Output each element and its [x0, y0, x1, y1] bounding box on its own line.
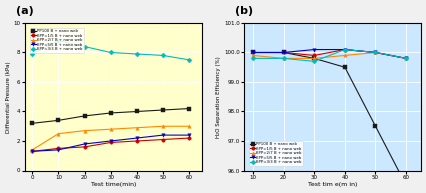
KPP=1/5 B + nano web — [342, 48, 347, 51]
Line: KPP=3/3 B + nano web: KPP=3/3 B + nano web — [31, 39, 190, 62]
KPP=5/5 B + nano web — [250, 51, 255, 54]
KPP=1/5 B + nano web — [250, 51, 255, 54]
PP100 B + nano web — [311, 57, 316, 60]
Line: KPP=1/5 B + nano web: KPP=1/5 B + nano web — [31, 136, 190, 153]
KPP=2/7 B + nano web — [82, 130, 87, 132]
KPP=5/5 B + nano web — [342, 48, 347, 51]
Line: KPP=2/7 B + nano web: KPP=2/7 B + nano web — [31, 124, 190, 152]
KPP=2/7 B + nano web — [403, 57, 408, 60]
KPP=2/7 B + nano web — [134, 127, 139, 129]
KPP=3/3 B + nano web — [372, 51, 377, 54]
KPP=3/3 B + nano web — [82, 45, 87, 48]
KPP=2/7 B + nano web — [311, 57, 316, 60]
KPP=2/7 B + nano web — [250, 54, 255, 57]
KPP=3/3 B + nano web — [108, 51, 113, 54]
PP100 B + nano web — [56, 119, 61, 122]
KPP=5/5 B + nano web — [186, 134, 191, 136]
KPP=5/5 B + nano web — [160, 134, 165, 136]
PP100 B + nano web — [82, 115, 87, 117]
Legend: PP100 B + nano web, KPP=1/5 B + nano web, KPP=2/7 B + nano web, KPP=5/5 B + nano: PP100 B + nano web, KPP=1/5 B + nano web… — [30, 28, 83, 52]
Line: KPP=2/7 B + nano web: KPP=2/7 B + nano web — [250, 51, 407, 60]
KPP=1/5 B + nano web — [160, 138, 165, 141]
KPP=5/5 B + nano web — [311, 48, 316, 51]
KPP=3/3 B + nano web — [342, 48, 347, 51]
Line: KPP=5/5 B + nano web: KPP=5/5 B + nano web — [250, 48, 407, 60]
Legend: PP100 B + nano web, KPP=1/5 B + nano web, KPP=2/7 B + nano web, KPP=5/5 B + nano: PP100 B + nano web, KPP=1/5 B + nano web… — [249, 141, 302, 166]
Line: KPP=1/5 B + nano web: KPP=1/5 B + nano web — [250, 48, 407, 60]
PP100 B + nano web — [250, 51, 255, 54]
KPP=1/5 B + nano web — [134, 140, 139, 142]
Text: (b): (b) — [234, 6, 253, 16]
KPP=1/5 B + nano web — [30, 150, 35, 152]
PP100 B + nano web — [372, 125, 377, 127]
Line: PP100 B + nano web: PP100 B + nano web — [31, 107, 190, 125]
PP100 B + nano web — [160, 109, 165, 111]
KPP=3/3 B + nano web — [186, 59, 191, 61]
KPP=3/3 B + nano web — [280, 57, 285, 60]
KPP=1/5 B + nano web — [403, 57, 408, 60]
KPP=3/3 B + nano web — [160, 54, 165, 57]
KPP=5/5 B + nano web — [82, 143, 87, 145]
KPP=1/5 B + nano web — [186, 137, 191, 139]
PP100 B + nano web — [403, 184, 408, 186]
KPP=2/7 B + nano web — [30, 149, 35, 151]
PP100 B + nano web — [342, 66, 347, 68]
KPP=1/5 B + nano web — [108, 141, 113, 144]
KPP=2/7 B + nano web — [160, 125, 165, 127]
PP100 B + nano web — [186, 107, 191, 110]
KPP=1/5 B + nano web — [311, 54, 316, 57]
KPP=5/5 B + nano web — [372, 51, 377, 54]
PP100 B + nano web — [108, 112, 113, 114]
KPP=5/5 B + nano web — [108, 140, 113, 142]
KPP=2/7 B + nano web — [280, 57, 285, 60]
KPP=1/5 B + nano web — [372, 51, 377, 54]
X-axis label: Test time(min): Test time(min) — [90, 182, 136, 187]
Line: KPP=5/5 B + nano web: KPP=5/5 B + nano web — [31, 133, 190, 153]
KPP=5/5 B + nano web — [403, 57, 408, 60]
KPP=5/5 B + nano web — [280, 51, 285, 54]
KPP=5/5 B + nano web — [30, 150, 35, 152]
Text: (a): (a) — [16, 6, 33, 16]
Y-axis label: Differential Pressure (kPa): Differential Pressure (kPa) — [6, 61, 11, 133]
PP100 B + nano web — [134, 110, 139, 113]
Line: PP100 B + nano web: PP100 B + nano web — [250, 51, 407, 187]
KPP=2/7 B + nano web — [186, 125, 191, 127]
Y-axis label: H₂O Separation Efficiency (%): H₂O Separation Efficiency (%) — [216, 56, 221, 138]
KPP=2/7 B + nano web — [108, 128, 113, 130]
KPP=3/3 B + nano web — [134, 53, 139, 55]
KPP=3/3 B + nano web — [250, 57, 255, 60]
KPP=2/7 B + nano web — [56, 132, 61, 135]
KPP=5/5 B + nano web — [134, 137, 139, 139]
KPP=3/3 B + nano web — [56, 40, 61, 42]
PP100 B + nano web — [30, 122, 35, 124]
KPP=3/3 B + nano web — [403, 57, 408, 60]
KPP=3/3 B + nano web — [311, 60, 316, 63]
KPP=1/5 B + nano web — [280, 51, 285, 54]
Line: KPP=3/3 B + nano web: KPP=3/3 B + nano web — [250, 48, 407, 63]
KPP=1/5 B + nano web — [56, 147, 61, 150]
PP100 B + nano web — [280, 51, 285, 54]
KPP=2/7 B + nano web — [372, 51, 377, 54]
KPP=2/7 B + nano web — [342, 54, 347, 57]
KPP=5/5 B + nano web — [56, 149, 61, 151]
X-axis label: Test tim e(m in): Test tim e(m in) — [307, 182, 357, 187]
KPP=3/3 B + nano web — [30, 53, 35, 55]
KPP=1/5 B + nano web — [82, 146, 87, 148]
